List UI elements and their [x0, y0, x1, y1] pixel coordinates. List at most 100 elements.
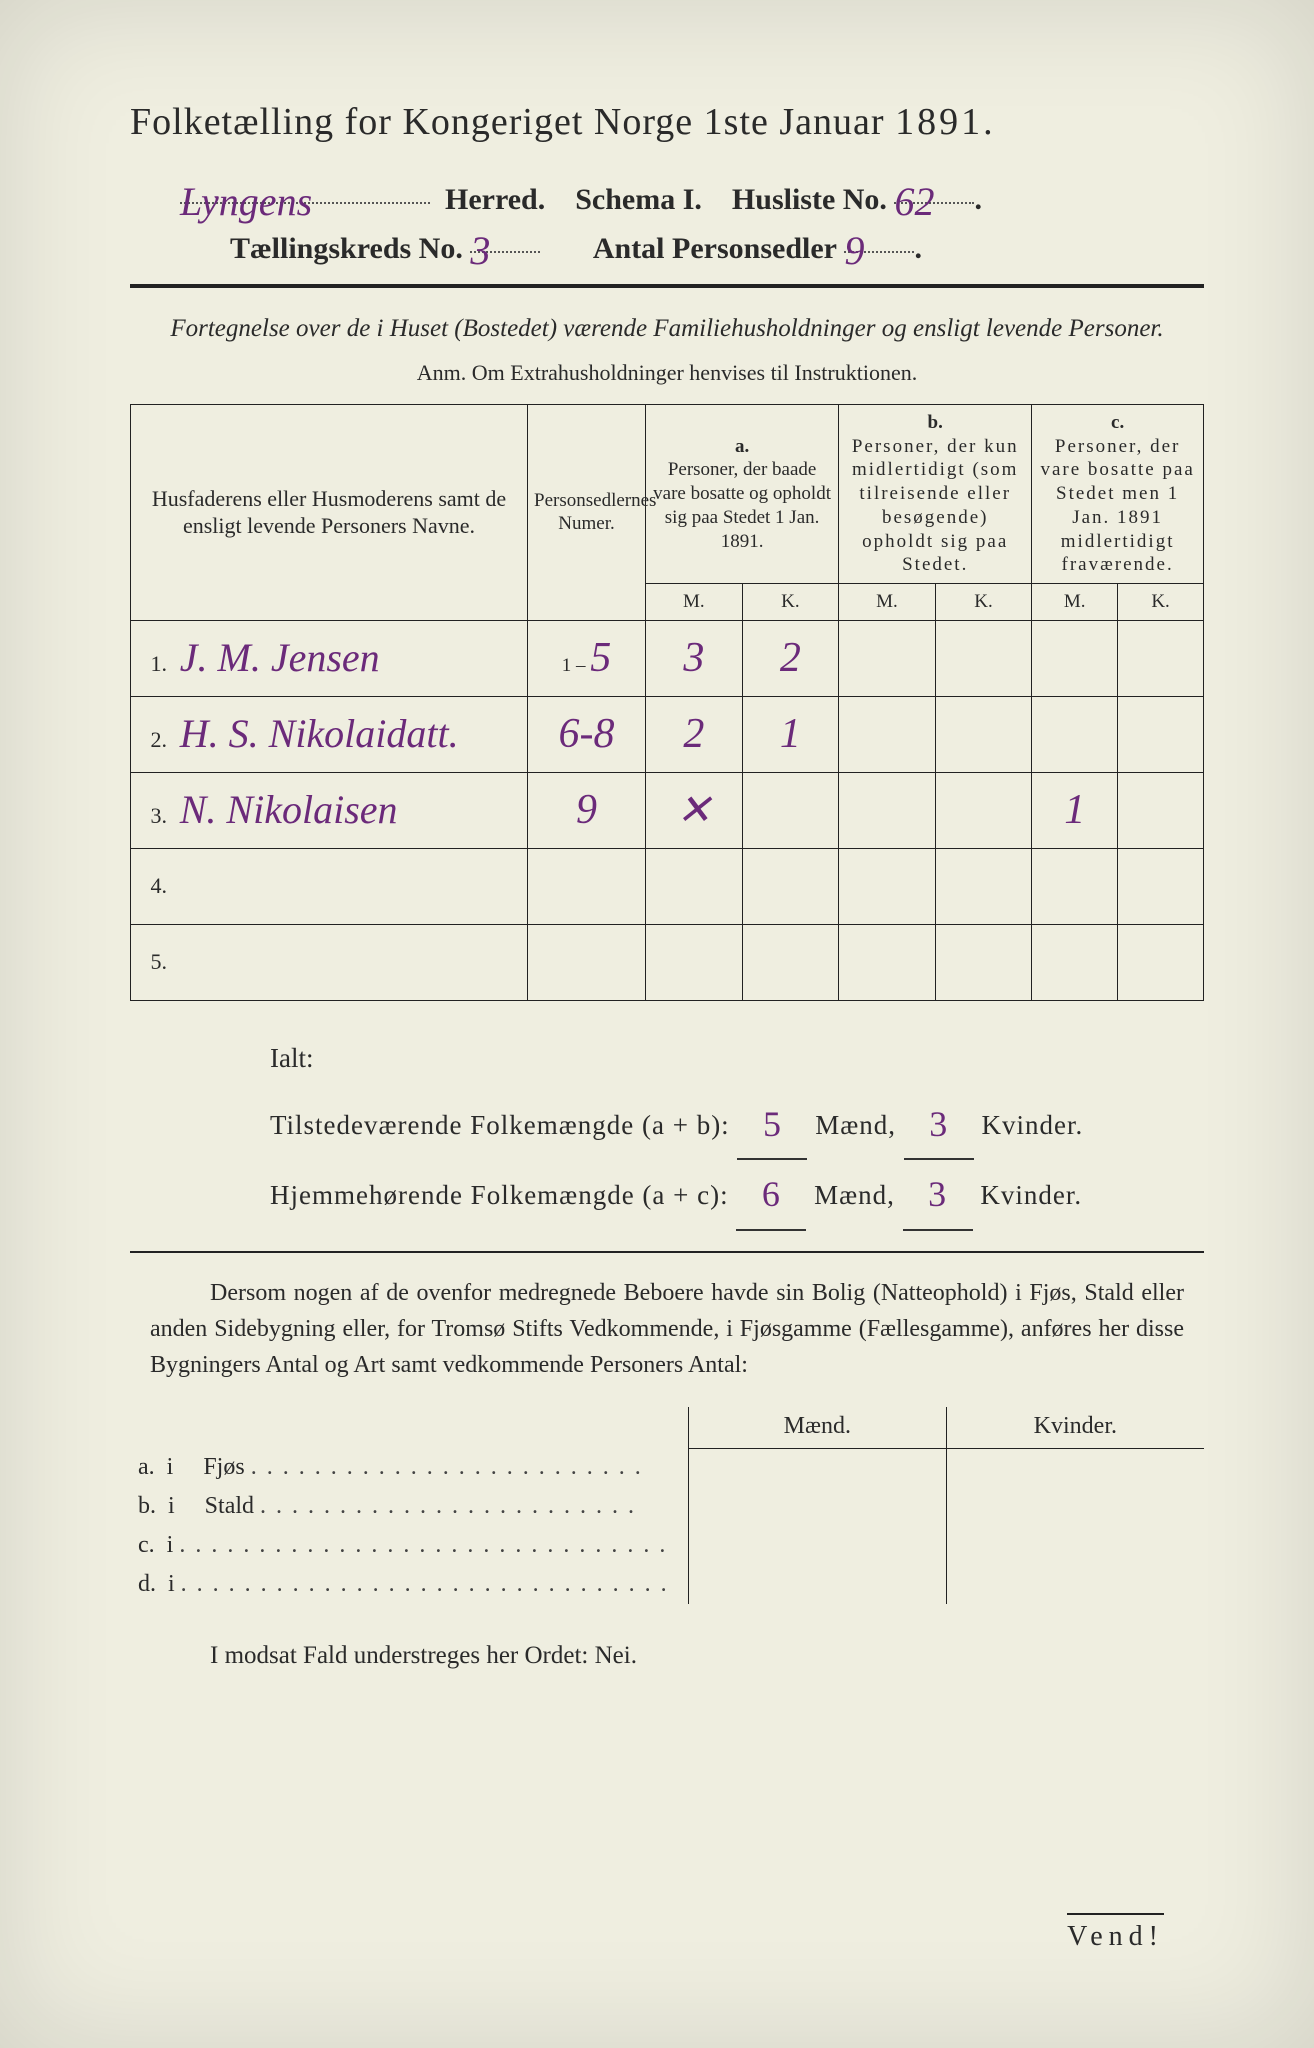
ialt-line-1: Tilstedeværende Folkemængde (a + b): 5 M… [270, 1088, 1204, 1158]
cell-b-m [839, 620, 936, 696]
bt-k [947, 1526, 1204, 1565]
ialt1-m-field: 5 [737, 1090, 807, 1160]
bt-lead: a. i Fjøs . . . . . . . . . . . . . . . … [130, 1448, 688, 1487]
paragraph-text: Dersom nogen af de ovenfor medregnede Be… [150, 1280, 1184, 1378]
numer-hw: 6-8 [559, 711, 615, 757]
cell-a-m [646, 924, 743, 1000]
ialt2-m: 6 [762, 1174, 781, 1214]
th-a-text: Personer, der baade vare bosatte og opho… [653, 459, 831, 551]
name-hw: H. S. Nikolaidatt. [180, 711, 459, 756]
bottom-table-header: Mænd. Kvinder. [130, 1407, 1204, 1449]
antal-value: 9 [844, 228, 864, 273]
cell-a-m: 2 [646, 696, 743, 772]
vend-label: Vend! [1067, 1913, 1164, 1953]
numer-hw: 5 [590, 635, 611, 681]
kvinder-label: Kvinder. [981, 1110, 1083, 1140]
cell-numer: 9 [528, 772, 646, 848]
cell-numer [528, 924, 646, 1000]
dots: . . . . . . . . . . . . . . . . . . . . … [260, 1493, 636, 1519]
header-line-2: Tællingskreds No. 3 Antal Personsedler 9… [230, 221, 1204, 266]
cell-b-m [839, 924, 936, 1000]
cell-b-k [935, 848, 1032, 924]
bt-k [947, 1565, 1204, 1604]
cell-c-m [1032, 620, 1118, 696]
bt-i: i [168, 1493, 175, 1519]
bt-lead: d. i . . . . . . . . . . . . . . . . . .… [130, 1565, 688, 1604]
ialt-block: Ialt: Tilstedeværende Folkemængde (a + b… [270, 1033, 1204, 1229]
bottom-table-row: a. i Fjøs . . . . . . . . . . . . . . . … [130, 1448, 1204, 1487]
numer-print: 1 – [562, 655, 586, 676]
th-a-k: K. [742, 584, 839, 621]
cell-b-k [935, 696, 1032, 772]
th-c-label: c. [1111, 412, 1124, 433]
antal-period: . [914, 232, 922, 265]
cell-a-k: 1 [742, 696, 839, 772]
dots: . . . . . . . . . . . . . . . . . . . . … [179, 1532, 667, 1558]
bt-i: i [167, 1532, 174, 1558]
cell-b-m [839, 772, 936, 848]
bt-lead: b. i Stald . . . . . . . . . . . . . . .… [130, 1487, 688, 1526]
th-b: b. Personer, der kun midlertidigt (som t… [839, 404, 1032, 583]
antal-field: 9 [844, 221, 914, 253]
cell-b-k [935, 772, 1032, 848]
val: ✕ [676, 788, 711, 834]
kreds-field: 3 [470, 221, 540, 253]
title-text: Folketælling for Kongeriget Norge 1ste J… [130, 101, 885, 143]
table-row: 2. H. S. Nikolaidatt. 6-8 2 1 [131, 696, 1204, 772]
maend-label: Mænd, [815, 1110, 896, 1140]
bt-maend-header: Mænd. [689, 1407, 946, 1449]
bottom-table-row: d. i . . . . . . . . . . . . . . . . . .… [130, 1565, 1204, 1604]
th-b-k: K. [935, 584, 1032, 621]
cell-name: 5. [131, 924, 528, 1000]
bt-m [689, 1565, 946, 1604]
cell-a-k [742, 924, 839, 1000]
ialt1-k: 3 [929, 1104, 948, 1144]
bt-label: Stald [205, 1493, 254, 1519]
row-number: 4. [137, 873, 167, 899]
th-numer: Personsedlernes Numer. [528, 404, 646, 620]
bt-i: i [168, 1571, 175, 1597]
anm-note: Anm. Om Extrahusholdninger henvises til … [130, 360, 1204, 386]
cell-a-m: ✕ [646, 772, 743, 848]
census-form-page: Folketælling for Kongeriget Norge 1ste J… [0, 0, 1314, 2048]
subtitle: Fortegnelse over de i Huset (Bostedet) v… [160, 312, 1174, 346]
cell-c-m: 1 [1032, 772, 1118, 848]
herred-field: Lyngens [180, 172, 430, 204]
cell-numer: 1 – 5 [528, 620, 646, 696]
table-row: 3. N. Nikolaisen 9 ✕ 1 [131, 772, 1204, 848]
th-c-k: K. [1118, 584, 1204, 621]
val: 2 [780, 635, 801, 681]
kreds-label: Tællingskreds No. [230, 232, 463, 265]
bt-key: c. [138, 1532, 155, 1558]
cell-numer: 6-8 [528, 696, 646, 772]
main-table: Husfaderens eller Husmoderens samt de en… [130, 404, 1204, 1001]
ialt2-k-field: 3 [903, 1160, 973, 1230]
ialt1-m: 5 [763, 1104, 782, 1144]
th-names-text: Husfaderens eller Husmoderens samt de en… [152, 486, 506, 539]
husliste-field: 62 [894, 172, 974, 204]
cell-c-k [1118, 620, 1204, 696]
cell-a-k: 2 [742, 620, 839, 696]
cell-c-m [1032, 924, 1118, 1000]
bt-key: a. [138, 1454, 155, 1480]
cell-c-m [1032, 848, 1118, 924]
val: 1 [780, 711, 801, 757]
cell-b-m [839, 696, 936, 772]
cell-numer [528, 848, 646, 924]
ialt2-m-field: 6 [736, 1160, 806, 1230]
ialt-label: Ialt: [270, 1033, 1204, 1084]
numer-hw: 9 [576, 787, 597, 833]
row-number: 2. [137, 727, 167, 753]
th-c-text: Personer, der vare bosatte paa Stedet me… [1040, 436, 1194, 576]
bt-m [689, 1448, 946, 1487]
bt-m [689, 1487, 946, 1526]
cell-name: 2. H. S. Nikolaidatt. [131, 696, 528, 772]
th-c: c. Personer, der vare bosatte paa Stedet… [1032, 404, 1204, 583]
paragraph: Dersom nogen af de ovenfor medregnede Be… [150, 1275, 1184, 1383]
husliste-value: 62 [894, 179, 934, 224]
bt-key: b. [138, 1493, 156, 1519]
name-hw: N. Nikolaisen [180, 787, 398, 832]
nei-line: I modsat Fald understreges her Ordet: Ne… [210, 1642, 1184, 1670]
cell-c-k [1118, 772, 1204, 848]
table-row: 4. [131, 848, 1204, 924]
